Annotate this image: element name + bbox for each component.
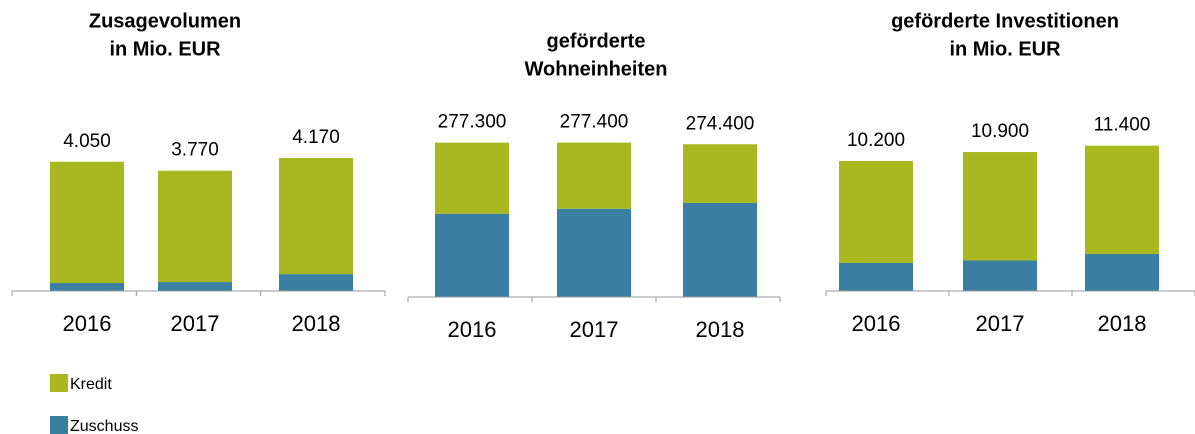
bar-segment <box>435 142 509 214</box>
bar-segment <box>50 161 124 284</box>
chart-title: Zusagevolumen <box>89 10 241 32</box>
x-tick-label: 2016 <box>852 311 901 336</box>
legend-swatch <box>50 416 68 434</box>
chart-title: Wohneinheiten <box>525 58 668 80</box>
chart-title: geförderte Investitionen <box>891 10 1119 32</box>
chart-title: geförderte <box>547 30 646 52</box>
bar-segment <box>683 202 757 297</box>
total-label: 4.170 <box>292 127 340 148</box>
chart-panel: geförderte Wohneinheiten 277.300 2016 277.40… <box>407 30 781 342</box>
total-label: 10.900 <box>971 121 1029 142</box>
total-label: 277.300 <box>438 112 507 133</box>
legend-label: Kredit <box>70 376 112 393</box>
total-label: 4.050 <box>63 131 111 152</box>
chart-title: in Mio. EUR <box>109 38 221 60</box>
bar-segment <box>50 283 124 291</box>
bar-segment <box>1085 145 1159 255</box>
total-label: 3.770 <box>171 140 219 161</box>
bar-segment <box>963 260 1037 291</box>
bar-segment <box>279 274 353 291</box>
legend-label: Zuschuss <box>70 418 138 434</box>
total-label: 11.400 <box>1094 115 1151 136</box>
total-label: 10.200 <box>847 130 905 151</box>
x-tick-label: 2017 <box>976 311 1025 336</box>
x-tick-label: 2017 <box>570 317 619 342</box>
x-tick-label: 2018 <box>696 317 745 342</box>
x-tick-label: 2018 <box>1098 311 1147 336</box>
bar-segment <box>158 170 232 283</box>
bar-segment <box>557 142 631 209</box>
x-tick-label: 2016 <box>448 317 497 342</box>
bar-segment <box>683 144 757 203</box>
bar-segment <box>557 208 631 297</box>
x-tick-label: 2016 <box>63 311 112 336</box>
total-label: 277.400 <box>560 112 629 133</box>
x-tick-label: 2017 <box>171 311 220 336</box>
chart-panel: Zusagevolumen in Mio. EUR 4.050 2016 3.770 20… <box>11 10 386 336</box>
bar-segment <box>839 160 913 263</box>
x-tick-label: 2018 <box>292 311 341 336</box>
chart-title: in Mio. EUR <box>949 38 1061 60</box>
bar-segment <box>839 262 913 291</box>
total-label: 274.400 <box>686 113 755 134</box>
chart-panel: geförderte Investitionen in Mio. EUR 10.20… <box>825 10 1195 336</box>
bar-segment <box>279 157 353 275</box>
legend-swatch <box>50 374 68 392</box>
bar-segment <box>1085 254 1159 291</box>
bar-segment <box>158 282 232 291</box>
bar-segment <box>435 213 509 297</box>
bar-segment <box>963 152 1037 261</box>
legend: Kredit Zuschuss <box>50 374 138 434</box>
